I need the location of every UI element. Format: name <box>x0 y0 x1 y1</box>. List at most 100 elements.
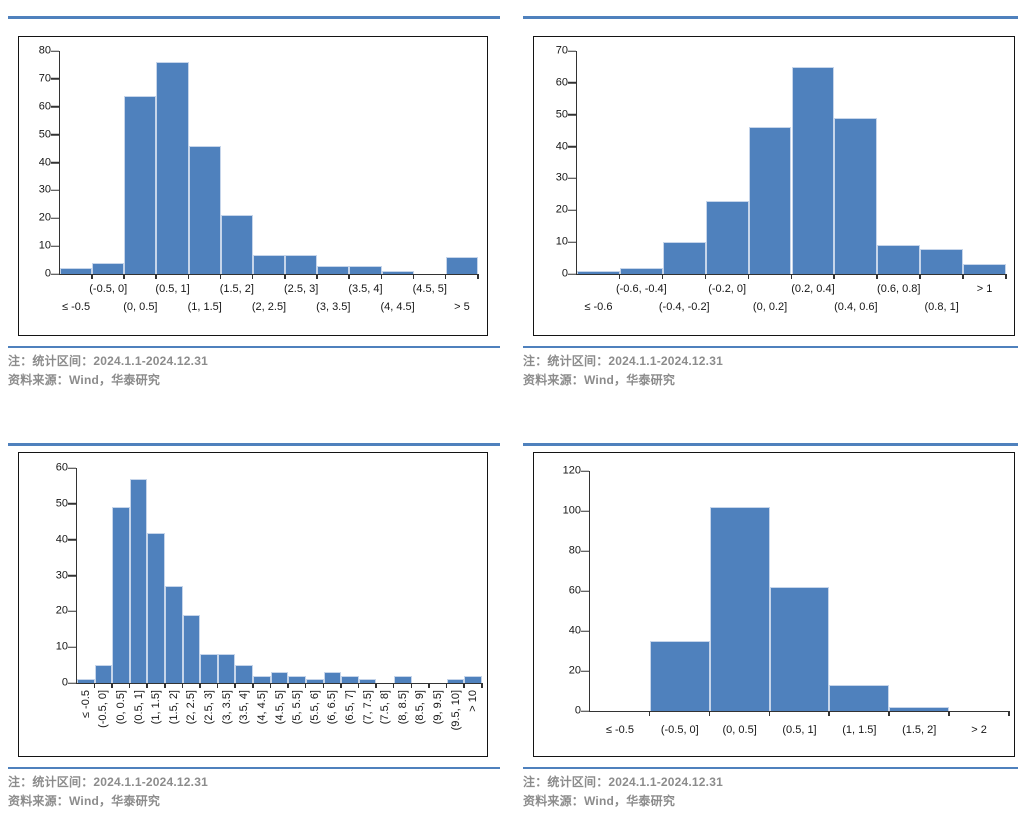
histogram-bar <box>288 675 306 683</box>
histogram-bar <box>182 614 201 683</box>
x-axis-label: (8.5, 9] <box>414 690 427 725</box>
histogram-bar <box>188 145 221 274</box>
x-axis-label: (0, 0.5] <box>123 301 158 313</box>
histogram-bar <box>60 268 93 274</box>
accent-rule-divider <box>8 767 500 769</box>
x-tick-mark <box>392 683 395 688</box>
y-tick-mark <box>568 113 576 116</box>
y-axis-tick-label: 10 <box>555 235 568 248</box>
histogram-bar <box>156 62 189 274</box>
histogram-bar <box>349 265 382 274</box>
x-axis-label: (7.5, 8] <box>379 690 392 725</box>
y-axis-tick-label: 100 <box>562 504 581 517</box>
y-tick-mark <box>68 682 76 684</box>
x-axis-label: (-0.5, 0] <box>660 724 699 736</box>
y-tick-mark <box>68 610 76 613</box>
x-tick-mark <box>708 711 711 716</box>
y-axis-tick-label: 0 <box>44 267 51 280</box>
y-axis-tick-label: 60 <box>568 584 581 597</box>
histogram-bar <box>791 66 835 274</box>
x-tick-mark <box>348 274 350 279</box>
histogram-bar <box>323 672 342 683</box>
x-axis-label: (4.5, 5] <box>273 690 286 725</box>
y-axis-tick-label: 80 <box>38 44 51 57</box>
x-axis-label: > 5 <box>454 301 470 313</box>
plot-area: 0 20 40 60 80 100 120 ≤ -0.5 (-0.5, 0] (0, 0.5] (0… <box>563 465 1010 736</box>
histogram-bar <box>77 679 95 683</box>
histogram-bar <box>165 586 183 683</box>
x-tick-mark <box>410 683 413 688</box>
x-tick-mark <box>648 711 651 716</box>
accent-rule-top <box>523 16 1018 19</box>
x-axis-label: ≤ -0.5 <box>79 690 92 719</box>
x-tick-mark <box>111 683 113 688</box>
x-axis-label: (7, 7.5] <box>361 690 374 725</box>
x-tick-mark <box>322 683 325 688</box>
x-axis-label: (-0.2, 0] <box>708 283 747 295</box>
histogram-bar <box>124 95 157 274</box>
x-axis-label: (0.4, 0.6] <box>834 301 878 313</box>
x-tick-mark <box>481 683 483 688</box>
histogram-bar <box>619 267 663 274</box>
y-axis-tick-label: 50 <box>38 128 51 141</box>
x-tick-mark <box>833 274 835 279</box>
y-axis-tick-label: 30 <box>55 569 68 581</box>
x-tick-mark <box>828 711 830 716</box>
histogram-bar <box>220 215 253 274</box>
figure-top-left: 0 10 20 30 40 50 60 70 80 ≤ -0.5 (-0.5, 0] (0, 0.5]… <box>8 16 500 390</box>
histogram-bar <box>341 675 359 683</box>
x-axis-label: (6, 6.5] <box>326 690 339 725</box>
y-axis-tick-label: 20 <box>55 604 68 617</box>
y-tick-mark <box>581 550 589 552</box>
x-tick-mark <box>91 274 93 279</box>
x-tick-mark <box>284 274 286 279</box>
y-tick-mark <box>68 646 76 648</box>
note-line: 注：统计区间：2024.1.1-2024.12.31 <box>523 354 723 368</box>
histogram-bar <box>920 248 964 274</box>
x-axis-label: (-0.5, 0] <box>89 283 128 295</box>
y-axis-tick-label: 20 <box>568 664 581 677</box>
y-tick-mark <box>581 590 589 592</box>
x-axis-label: (-0.6, -0.4] <box>615 283 667 295</box>
x-axis-label: (4, 4.5] <box>255 690 268 725</box>
x-tick-mark <box>234 683 236 688</box>
histogram-bar <box>94 665 113 683</box>
x-axis-label: (-0.4, -0.2] <box>658 301 710 313</box>
histogram-bar <box>446 679 465 683</box>
note-line: 注：统计区间：2024.1.1-2024.12.31 <box>8 354 208 368</box>
y-axis-tick-label: 0 <box>574 704 581 717</box>
plot-area: 0 10 20 30 40 50 60 70 80 ≤ -0.5 (-0.5, 0] (0, 0.5]… <box>39 45 479 313</box>
figure-bottom-right: 0 20 40 60 80 100 120 ≤ -0.5 (-0.5, 0] (0, 0.5] (0… <box>523 443 1018 811</box>
histogram-bar <box>577 270 620 274</box>
histogram-bar <box>147 532 166 683</box>
y-axis-tick-label: 40 <box>38 156 51 168</box>
y-axis-tick-label: 0 <box>561 267 568 280</box>
y-tick-mark <box>568 241 576 243</box>
x-tick-mark <box>790 274 792 279</box>
y-tick-mark <box>51 217 59 219</box>
x-tick-mark <box>618 274 621 279</box>
histogram-bar <box>834 117 878 274</box>
histogram-bar <box>270 672 289 683</box>
x-tick-mark <box>477 274 479 279</box>
x-tick-mark <box>316 274 318 279</box>
x-tick-mark <box>93 683 96 688</box>
histogram-bar <box>235 665 254 683</box>
y-tick-mark <box>568 82 576 84</box>
x-axis-label: (-0.5, 0] <box>97 690 110 728</box>
y-tick-mark <box>51 133 59 136</box>
x-tick-mark <box>287 683 289 688</box>
histogram-bar <box>393 675 412 683</box>
accent-rule-divider <box>523 767 1018 769</box>
histogram-bar <box>285 254 318 274</box>
x-tick-mark <box>704 274 707 279</box>
x-axis-label: (8, 8.5] <box>396 690 409 725</box>
histogram-bar <box>305 679 324 683</box>
histogram-bar <box>464 675 482 683</box>
x-axis-label: (3.5, 4] <box>348 283 383 295</box>
accent-rule-top <box>523 443 1018 446</box>
histogram-bar <box>252 254 286 274</box>
x-tick-mark <box>269 683 272 688</box>
x-tick-mark <box>428 683 430 688</box>
